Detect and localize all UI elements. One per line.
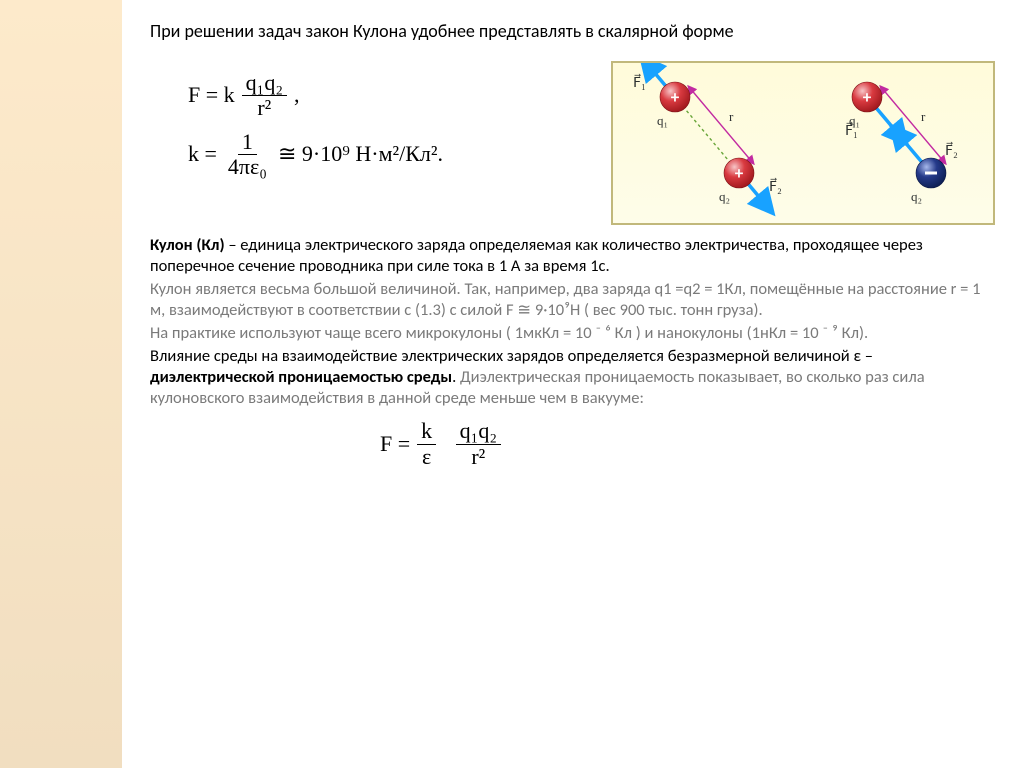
kulon-def-text: – единица электрического заряда определя…: [150, 235, 923, 276]
svg-text:r: r: [729, 109, 734, 124]
formula-with-epsilon: F = k ε q₁q₂ r²: [380, 419, 995, 468]
fraction-1-4pie0: 1 4πε₀: [224, 130, 271, 179]
svg-text:F⃗₂: F⃗₂: [945, 141, 958, 159]
denominator: 4πε₀: [224, 155, 271, 179]
f-eq: F =: [380, 431, 410, 457]
side-decorative-strip: [0, 0, 122, 768]
svg-text:q₁: q₁: [657, 113, 668, 128]
svg-text:F⃗₂: F⃗₂: [769, 177, 782, 195]
slide-content: При решении задач закон Кулона удобнее п…: [150, 20, 995, 469]
term-permittivity: диэлектрической проницаемостью среды: [150, 367, 452, 387]
kulon-definition: Кулон (Кл) – единица электрического заря…: [150, 235, 995, 277]
svg-text:F⃗₁: F⃗₁: [633, 73, 646, 91]
coulomb-force-diagram: r F⃗₁ F⃗₂ + q₁ + q₂ r: [611, 61, 995, 225]
svg-text:q₂: q₂: [911, 189, 922, 204]
fraction-q1q2-r2: q₁q₂ r²: [242, 71, 287, 120]
fraction-q1q2-r2: q₁q₂ r²: [456, 419, 501, 468]
coulomb-scalar-formula: F = k q₁q₂ r² ,: [188, 71, 443, 120]
k-value: ≅ 9·10⁹ Н·м²/Кл².: [278, 142, 443, 166]
fraction-k-eps: k ε: [417, 419, 436, 468]
main-body-text: Кулон (Кл) – единица электрического заря…: [150, 235, 995, 410]
denominator: r²: [253, 96, 275, 120]
svg-text:+: +: [671, 87, 680, 108]
intro-text: При решении задач закон Кулона удобнее п…: [150, 20, 995, 43]
svg-text:q₁: q₁: [849, 113, 860, 128]
paragraph-subunits: На практике используют чаще всего микрок…: [150, 323, 995, 344]
term-kulon: Кулон (Кл): [150, 235, 225, 255]
svg-text:r: r: [921, 109, 926, 124]
perm-period: .: [452, 367, 460, 387]
paragraph-magnitude: Кулон является весьма большой величиной.…: [150, 279, 995, 321]
numerator: 1: [238, 130, 257, 155]
formula-block: F = k q₁q₂ r² , k = 1 4πε₀ ≅ 9·10⁹ Н·м²/…: [150, 61, 443, 190]
numerator: q₁q₂: [456, 419, 501, 444]
denominator: ε: [418, 445, 435, 469]
perm-lead: Влияние среды на взаимодействие электрич…: [150, 346, 873, 366]
svg-text:q₂: q₂: [719, 189, 730, 204]
trailing-comma: ,: [294, 83, 300, 107]
k-eq: k =: [188, 142, 217, 166]
svg-text:+: +: [735, 163, 744, 184]
diagram-svg: r F⃗₁ F⃗₂ + q₁ + q₂ r: [613, 63, 993, 223]
f-eq-k: F = k: [188, 83, 235, 107]
svg-text:+: +: [863, 87, 872, 108]
numerator: q₁q₂: [242, 71, 287, 96]
paragraph-permittivity: Влияние среды на взаимодействие электрич…: [150, 346, 995, 409]
k-constant-formula: k = 1 4πε₀ ≅ 9·10⁹ Н·м²/Кл².: [188, 130, 443, 179]
numerator: k: [417, 419, 436, 444]
formula-and-diagram-row: F = k q₁q₂ r² , k = 1 4πε₀ ≅ 9·10⁹ Н·м²/…: [150, 61, 995, 225]
denominator: r²: [467, 445, 489, 469]
